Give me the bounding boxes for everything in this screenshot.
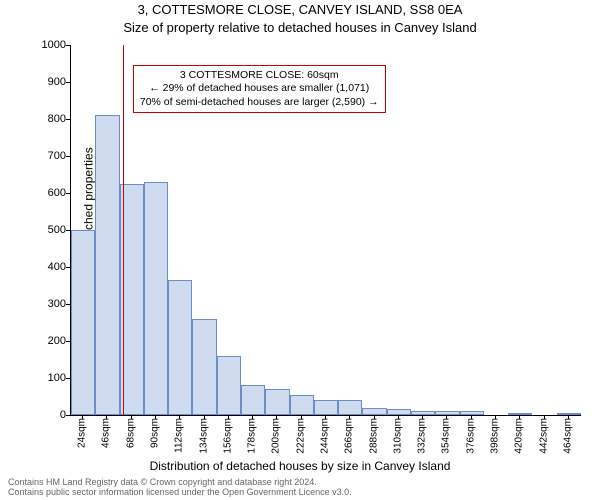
x-tick-label: 46sqm [101,418,112,448]
x-tick-mark [155,415,156,419]
x-tick-mark [568,415,569,419]
x-tick-mark [422,415,423,419]
y-tick-label: 800 [6,113,66,125]
x-tick-mark [131,415,132,419]
x-tick-mark [179,415,180,419]
figure: 3, COTTESMORE CLOSE, CANVEY ISLAND, SS8 … [0,0,600,500]
x-tick-mark [398,415,399,419]
histogram-bar [460,411,484,415]
x-tick-label: 376sqm [465,418,476,454]
x-tick-mark [82,415,83,419]
x-tick-label: 354sqm [441,418,452,454]
x-tick-label: 178sqm [247,418,258,454]
histogram-bar [387,409,411,415]
histogram-bar [95,115,119,415]
x-tick-label: 112sqm [174,418,185,453]
histogram-bar [168,280,192,415]
x-axis-label: Distribution of detached houses by size … [0,459,600,473]
y-tick-label: 0 [6,409,66,421]
x-tick-mark [106,415,107,419]
y-tick-label: 1000 [6,39,66,51]
x-tick-mark [325,415,326,419]
y-tick-label: 300 [6,298,66,310]
x-tick-mark [544,415,545,419]
histogram-bar [314,400,338,415]
x-tick-label: 442sqm [538,418,549,454]
x-tick-label: 200sqm [271,418,282,454]
x-tick-label: 332sqm [417,418,428,454]
histogram-bar [144,182,168,415]
x-tick-label: 90sqm [150,418,161,448]
x-tick-label: 288sqm [368,418,379,454]
x-tick-mark [204,415,205,419]
annotation-line: 70% of semi-detached houses are larger (… [140,96,379,109]
annotation-line: 3 COTTESMORE CLOSE: 60sqm [140,69,379,82]
chart-title: Size of property relative to detached ho… [0,20,600,35]
x-tick-mark [301,415,302,419]
x-tick-label: 398sqm [490,418,501,454]
x-tick-mark [495,415,496,419]
attribution-line: Contains HM Land Registry data © Crown c… [8,477,352,487]
x-tick-label: 420sqm [514,418,525,454]
x-tick-label: 156sqm [222,418,233,454]
x-tick-mark [252,415,253,419]
x-tick-label: 222sqm [295,418,306,454]
histogram-bar [557,413,581,415]
y-tick-label: 100 [6,372,66,384]
x-tick-label: 464sqm [562,418,573,454]
figure-suptitle: 3, COTTESMORE CLOSE, CANVEY ISLAND, SS8 … [0,2,600,17]
y-tick-label: 400 [6,261,66,273]
y-tick-label: 600 [6,187,66,199]
histogram-bar [411,411,435,415]
x-tick-mark [276,415,277,419]
x-tick-label: 134sqm [198,418,209,454]
histogram-bar [71,230,95,415]
y-tick-label: 200 [6,335,66,347]
x-tick-label: 244sqm [320,418,331,454]
histogram-bar [508,413,532,415]
x-tick-mark [374,415,375,419]
reference-line [123,45,124,415]
attribution-line: Contains public sector information licen… [8,487,352,497]
histogram-bar [217,356,241,415]
histogram-bar [435,411,459,415]
x-tick-mark [228,415,229,419]
histogram-bar [338,400,362,415]
x-tick-label: 24sqm [77,418,88,448]
histogram-bar [192,319,216,415]
histogram-bar [265,389,289,415]
y-tick-label: 900 [6,76,66,88]
y-tick-label: 700 [6,150,66,162]
annotation-line: ← 29% of detached houses are smaller (1,… [140,82,379,95]
attribution-text: Contains HM Land Registry data © Crown c… [8,477,352,498]
y-tick-label: 500 [6,224,66,236]
x-tick-mark [446,415,447,419]
x-tick-mark [471,415,472,419]
x-tick-mark [519,415,520,419]
x-tick-label: 266sqm [344,418,355,454]
histogram-bar [241,385,265,415]
histogram-bar [290,395,314,415]
x-tick-mark [349,415,350,419]
histogram-bar [362,408,386,415]
x-tick-label: 68sqm [125,418,136,448]
annotation-box: 3 COTTESMORE CLOSE: 60sqm ← 29% of detac… [133,65,386,112]
x-tick-label: 310sqm [392,418,403,454]
plot-area: 3 COTTESMORE CLOSE: 60sqm ← 29% of detac… [70,45,581,416]
